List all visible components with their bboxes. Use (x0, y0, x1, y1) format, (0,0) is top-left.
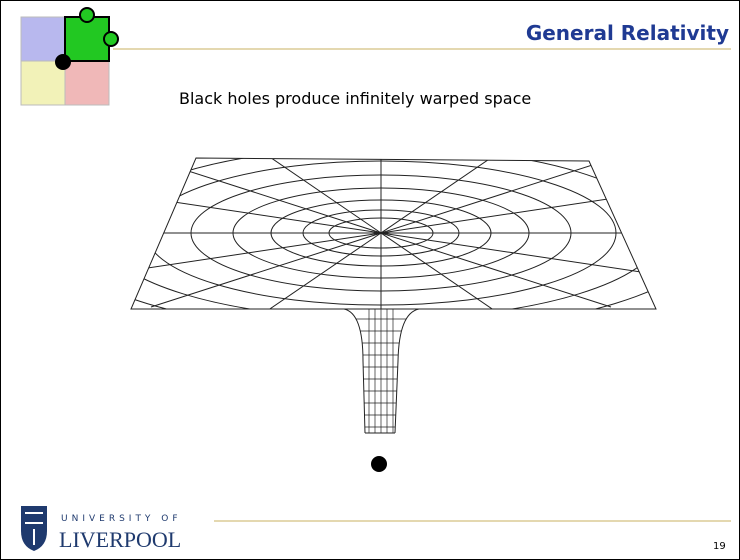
spacetime-diagram (51, 133, 711, 433)
university-crest (21, 506, 47, 551)
page-number: 19 (713, 541, 726, 552)
puzzle-icon (21, 8, 118, 105)
body-text: Black holes produce infinitely warped sp… (179, 89, 531, 108)
university-name: LIVERPOOL (59, 527, 181, 553)
slide-graphics (1, 1, 739, 559)
university-label: UNIVERSITY OF (61, 514, 182, 524)
slide-title: General Relativity (526, 21, 729, 45)
slide: General Relativity Black holes produce i… (0, 0, 740, 560)
dot (371, 456, 387, 472)
